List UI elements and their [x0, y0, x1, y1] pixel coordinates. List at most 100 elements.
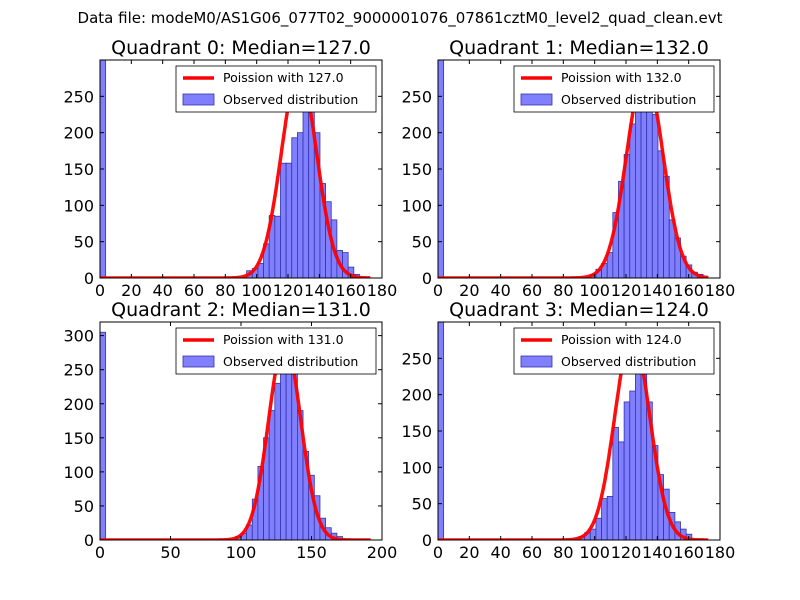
histogram-bar — [285, 162, 293, 278]
y-tick-label: 150 — [401, 422, 432, 441]
quadrant-0-panel: 0 20 40 60 80 100 120 140 160 180050100150200250Q… — [63, 37, 397, 300]
y-tick-label: 50 — [412, 233, 432, 252]
y-tick-label: 0 — [84, 269, 94, 288]
histogram-bar — [651, 114, 659, 278]
y-tick-label: 150 — [63, 160, 94, 179]
figure-suptitle: Data file: modeM0/AS1G06_077T02_90000010… — [77, 9, 723, 27]
histogram-bar — [280, 347, 287, 540]
y-tick-label: 200 — [63, 124, 94, 143]
legend-bar-label: Observed distribution — [223, 92, 358, 107]
legend-bar-label: Observed distribution — [561, 92, 696, 107]
histogram-bar — [657, 150, 665, 278]
legend-line-label: Poission with 132.0 — [561, 70, 682, 85]
x-tick-label: 150 — [296, 543, 327, 562]
histogram-bar — [268, 410, 276, 540]
histogram-bar — [274, 215, 281, 278]
x-tick-label: 100 — [241, 281, 272, 300]
x-tick-label: 180 — [705, 543, 736, 562]
legend-bar-swatch — [520, 355, 553, 368]
x-tick-label: 180 — [705, 281, 736, 300]
histogram-bar — [302, 92, 310, 278]
legend-bar-swatch — [182, 93, 215, 106]
x-tick-label: 40 — [490, 543, 510, 562]
x-tick-label: 100 — [579, 543, 610, 562]
histogram-bar — [296, 132, 304, 278]
x-tick-label: 140 — [642, 543, 673, 562]
y-tick-label: 50 — [74, 233, 94, 252]
x-tick-label: 100 — [226, 543, 257, 562]
x-tick-label: 20 — [121, 281, 141, 300]
legend-line-label: Poission with 131.0 — [223, 332, 344, 347]
legend-line-label: Poission with 124.0 — [561, 332, 682, 347]
histogram-bar — [618, 441, 625, 540]
x-tick-label: 0 — [433, 543, 443, 562]
histogram-bar — [595, 517, 602, 540]
y-tick-label: 300 — [63, 327, 94, 346]
poisson-curve — [100, 340, 372, 540]
x-tick-label: 40 — [490, 281, 510, 300]
x-tick-label: 80 — [215, 281, 235, 300]
quadrant-3-panel: 0 20 40 60 80 100 120 140 160 180050100150200250Q… — [401, 299, 735, 562]
y-tick-label: 250 — [63, 87, 94, 106]
x-tick-label: 140 — [642, 281, 673, 300]
x-tick-label: 120 — [611, 281, 642, 300]
panel-title: Quadrant 2: Median=131.0 — [111, 299, 371, 321]
x-tick-label: 160 — [673, 281, 704, 300]
y-tick-label: 150 — [63, 429, 94, 448]
y-tick-label: 150 — [401, 160, 432, 179]
histogram-bar — [635, 361, 642, 540]
y-tick-label: 200 — [63, 395, 94, 414]
x-tick-label: 120 — [611, 543, 642, 562]
x-tick-label: 180 — [367, 281, 398, 300]
y-tick-label: 50 — [412, 495, 432, 514]
x-tick-label: 60 — [522, 543, 542, 562]
histogram-bar-zero — [100, 331, 107, 540]
histogram-bar — [629, 390, 636, 540]
poisson-curve — [438, 333, 710, 540]
x-tick-label: 50 — [160, 543, 180, 562]
x-tick-label: 20 — [459, 281, 479, 300]
histogram-bar — [274, 382, 281, 540]
legend-bar-label: Observed distribution — [223, 354, 358, 369]
legend-bar-label: Observed distribution — [561, 354, 696, 369]
y-tick-label: 50 — [74, 497, 94, 516]
y-tick-label: 200 — [401, 386, 432, 405]
x-tick-label: 160 — [335, 281, 366, 300]
x-tick-label: 0 — [433, 281, 443, 300]
x-tick-label: 80 — [553, 281, 573, 300]
x-tick-label: 160 — [673, 543, 704, 562]
y-tick-label: 0 — [84, 531, 94, 550]
x-tick-label: 60 — [522, 281, 542, 300]
histogram-bar — [606, 495, 614, 540]
x-tick-label: 60 — [184, 281, 204, 300]
x-tick-label: 20 — [459, 543, 479, 562]
histogram-bar — [601, 498, 608, 540]
x-tick-label: 200 — [367, 543, 398, 562]
y-tick-label: 100 — [63, 196, 94, 215]
y-tick-label: 100 — [401, 458, 432, 477]
y-tick-label: 0 — [422, 269, 432, 288]
x-tick-label: 0 — [95, 543, 105, 562]
x-tick-label: 120 — [273, 281, 304, 300]
histogram-bar — [635, 101, 642, 278]
histogram-bar — [291, 137, 298, 278]
quadrant-2-plot-area — [100, 331, 372, 540]
x-tick-label: 140 — [304, 281, 335, 300]
y-tick-label: 100 — [401, 196, 432, 215]
quadrant-2-panel: 0 50 100 150 200 0 50 100 150 200 250 300 Quadrant 2… — [63, 299, 397, 562]
quadrant-1-panel: 0 20 40 60 80 100 120 140 160 180050100150200250Q… — [401, 37, 735, 300]
y-tick-label: 100 — [63, 463, 94, 482]
x-tick-label: 0 — [95, 281, 105, 300]
panel-title: Quadrant 3: Median=124.0 — [449, 299, 709, 321]
histogram-bar — [629, 123, 636, 278]
histogram-bar — [623, 401, 631, 540]
x-tick-label: 100 — [579, 281, 610, 300]
x-tick-label: 40 — [152, 281, 172, 300]
panel-title: Quadrant 0: Median=127.0 — [111, 37, 371, 59]
y-tick-label: 250 — [63, 361, 94, 380]
x-tick-label: 80 — [553, 543, 573, 562]
quadrant-3-plot-area — [438, 322, 710, 540]
y-tick-label: 0 — [422, 531, 432, 550]
